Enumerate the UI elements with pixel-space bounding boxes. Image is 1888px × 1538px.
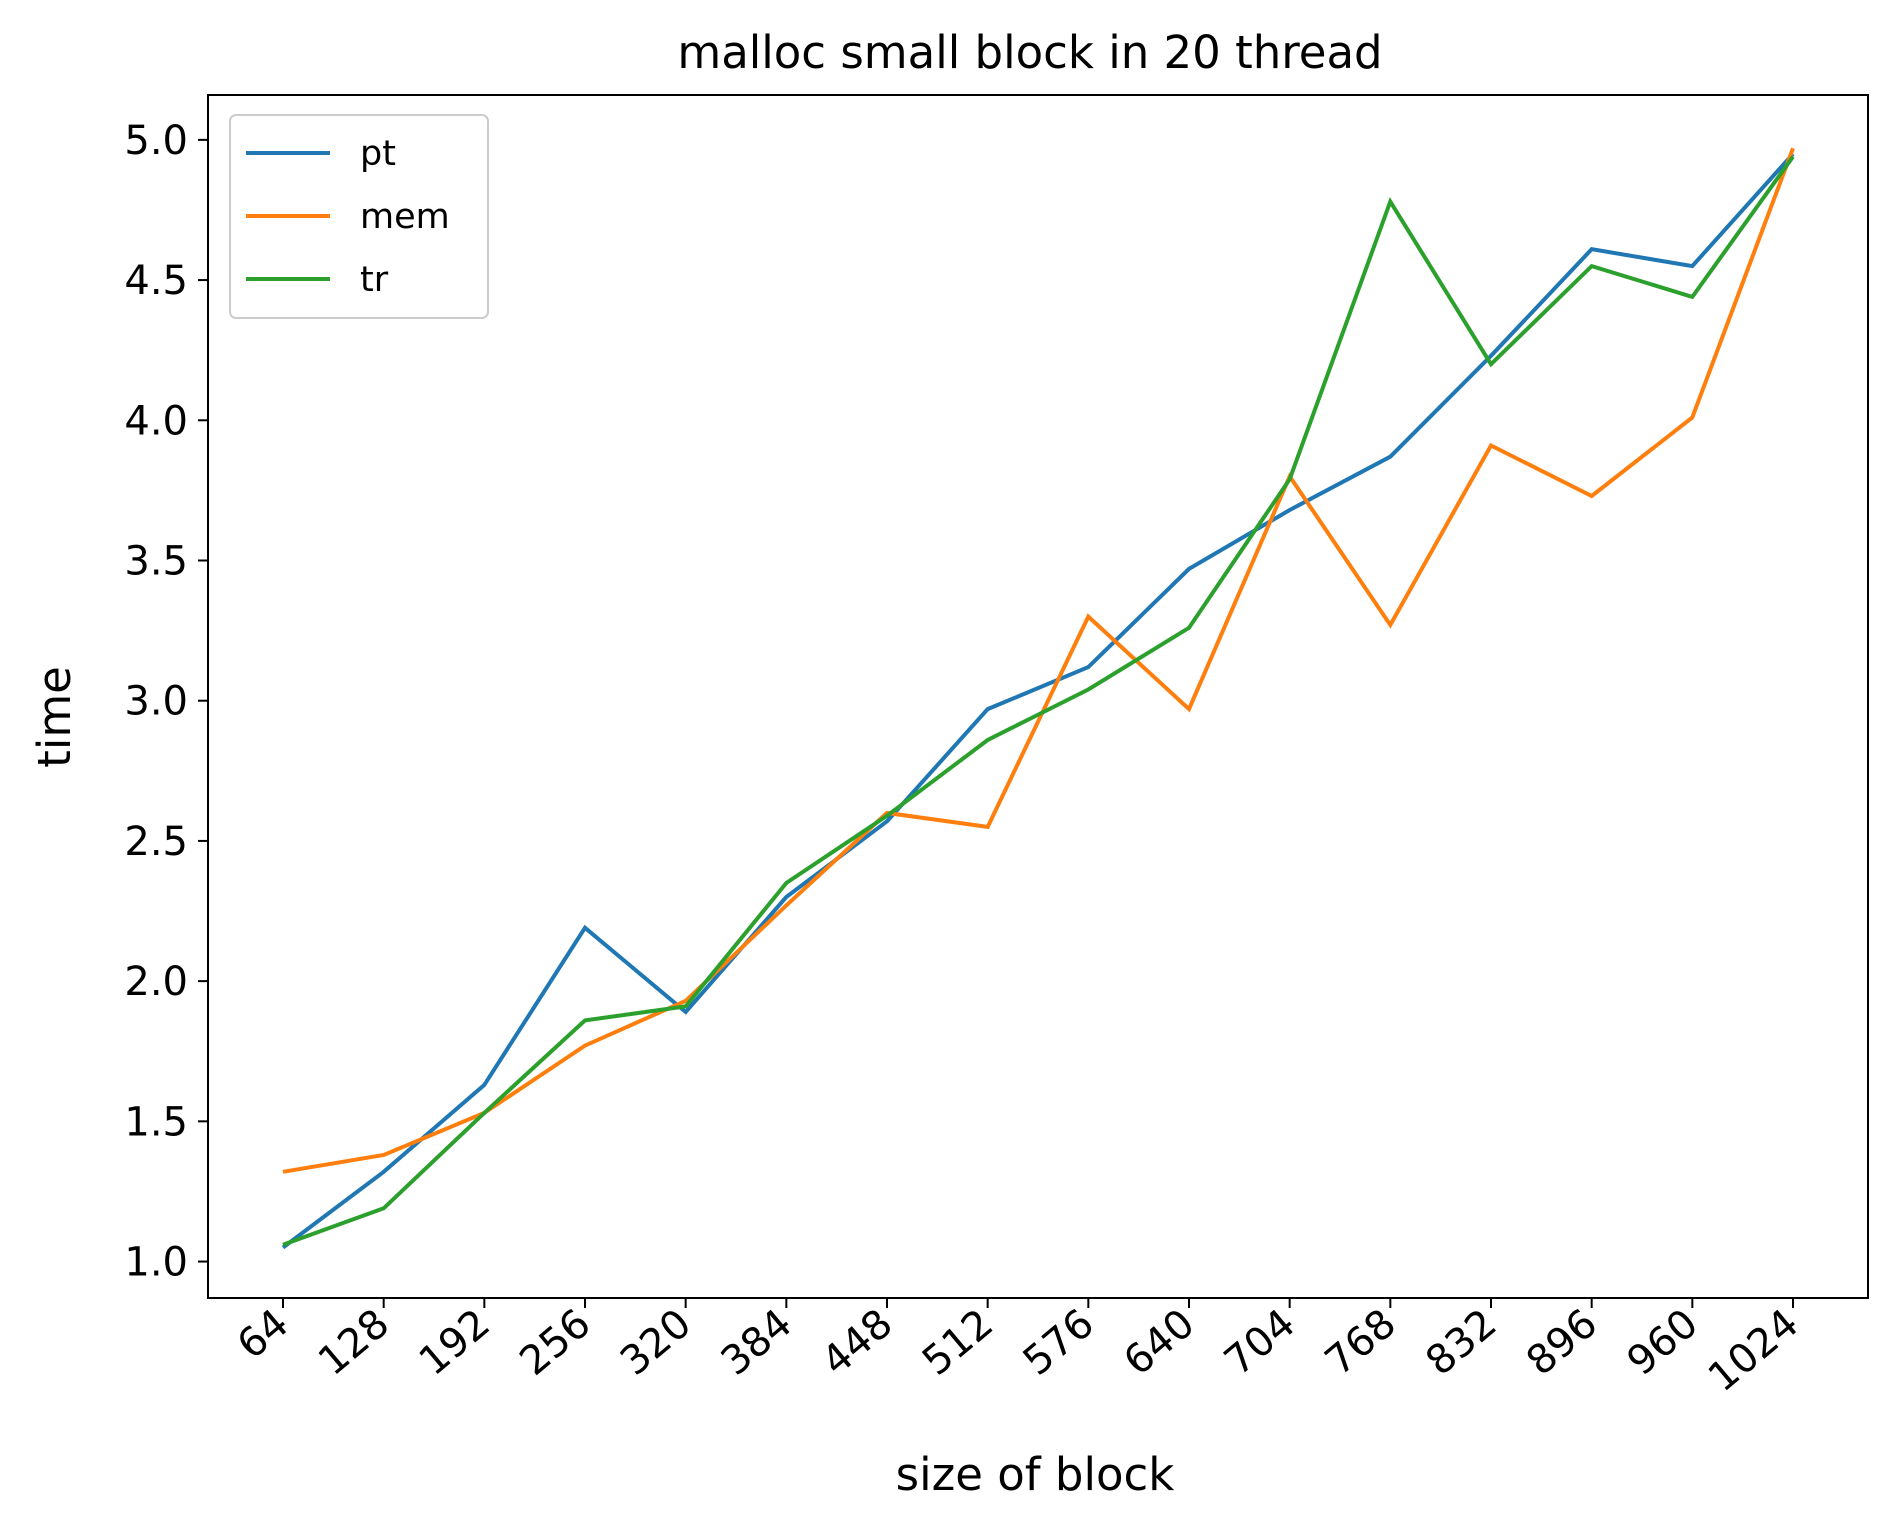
x-axis-title: size of block [896, 1448, 1175, 1501]
series-line-pt [281, 152, 1795, 1250]
y-tick-label: 2.5 [124, 819, 188, 865]
legend-label-pt: pt [360, 134, 396, 174]
legend-label-tr: tr [360, 260, 389, 300]
legend-label-mem: mem [360, 197, 450, 237]
y-tick-label: 3.5 [124, 538, 188, 584]
y-tick-label: 5.0 [124, 118, 188, 164]
y-tick-label: 1.5 [124, 1099, 188, 1145]
y-tick-label: 1.0 [124, 1240, 188, 1286]
y-tick-label: 4.5 [124, 258, 188, 304]
y-tick-label: 4.0 [124, 398, 188, 444]
y-tick-label: 3.0 [124, 679, 188, 725]
series-line-tr [282, 155, 1795, 1247]
y-tick-label: 2.0 [124, 959, 188, 1005]
y-axis-title: time [28, 666, 81, 768]
chart-title: malloc small block in 20 thread [677, 26, 1382, 79]
plot-frame [207, 94, 1869, 1299]
legend: pt mem tr [229, 114, 489, 319]
series-line-mem [282, 147, 1795, 1174]
legend-box [229, 114, 489, 319]
